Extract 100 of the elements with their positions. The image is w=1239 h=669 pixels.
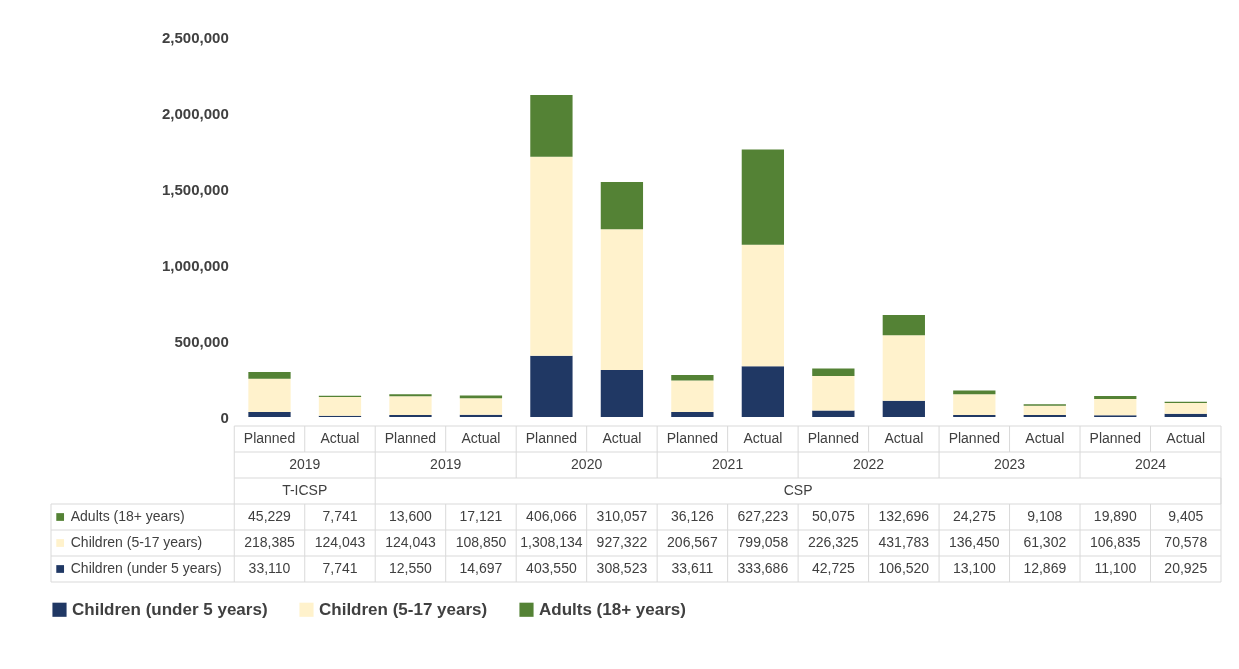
data-label: 61,302 (1023, 534, 1067, 550)
data-label: 24,275 (952, 508, 996, 524)
data-label: 403,550 (526, 560, 577, 576)
data-label: 132,696 (878, 508, 930, 524)
data-label: 17,121 (459, 508, 503, 524)
data-label: 124,043 (314, 534, 366, 550)
y-tick-label: 2,000,000 (162, 104, 229, 122)
data-label: 206,567 (667, 534, 718, 550)
x-tick-label: Actual (602, 430, 642, 446)
x-tick-label: Planned (384, 430, 437, 446)
bar (248, 411, 291, 417)
data-label: 927,322 (596, 534, 648, 550)
bar (1164, 403, 1207, 414)
data-label: 136,450 (949, 534, 1000, 550)
data-label: 50,075 (811, 508, 855, 524)
data-label: 627,223 (737, 508, 789, 524)
bar (741, 366, 785, 417)
bar (530, 355, 573, 417)
text: Adults (18+ years) (539, 599, 686, 619)
data-label: 431,783 (878, 534, 930, 550)
data-label: 226,325 (808, 534, 859, 550)
x-tick-label: Actual (743, 430, 783, 446)
text: Children (5-17 years) (319, 599, 488, 619)
x-tick-label: Actual (320, 430, 360, 446)
text: 2019 (289, 456, 321, 472)
bar (1094, 399, 1137, 416)
data-label: 33,611 (671, 560, 714, 576)
x-tick-label: Actual (461, 430, 501, 446)
text: 2019 (430, 456, 462, 472)
data-label: 13,600 (389, 508, 433, 524)
data-label: 9,108 (1027, 508, 1063, 524)
text: CSP (783, 482, 813, 498)
data-label: 20,925 (1164, 560, 1208, 576)
data-label: 19,890 (1093, 508, 1137, 524)
x-tick-label: Planned (243, 430, 296, 446)
data-label: 14,697 (459, 560, 503, 576)
text: 2023 (993, 456, 1026, 472)
x-tick-label: Planned (1089, 430, 1141, 446)
data-label: 45,229 (248, 508, 292, 524)
data-label: 9,405 (1168, 508, 1204, 524)
bar (389, 396, 432, 416)
data-label: 13,100 (952, 560, 996, 576)
data-label: 12,550 (389, 560, 433, 576)
bar (530, 95, 573, 157)
bar (953, 394, 996, 416)
data-label: 218,385 (244, 534, 296, 550)
bar (318, 396, 362, 416)
x-tick-label: Planned (807, 430, 860, 446)
data-label: 70,578 (1164, 534, 1208, 550)
y-tick-label: 1,000,000 (162, 256, 229, 274)
data-label: 406,066 (526, 508, 577, 524)
data-label: 42,725 (811, 560, 855, 576)
x-tick-label: Planned (948, 430, 1001, 446)
data-label: 36,126 (670, 508, 715, 524)
bar (812, 368, 855, 377)
legend-label: Children (under 5 years) (70, 560, 222, 576)
y-tick-label: 500,000 (174, 332, 229, 350)
bar (812, 410, 855, 417)
data-label: 124,043 (385, 534, 436, 550)
data-label: 1,308,134 (520, 534, 583, 550)
bar (600, 182, 644, 230)
bar (671, 380, 714, 412)
bar (389, 394, 432, 397)
bar (600, 370, 644, 417)
data-label: 308,523 (596, 560, 648, 576)
y-tick-label: 2,500,000 (162, 28, 229, 46)
bar (671, 411, 714, 417)
data-label: 310,057 (596, 508, 648, 524)
data-label: 7,741 (322, 560, 358, 576)
text: 2021 (712, 456, 744, 472)
legend-label: Adults (18+ years) (70, 508, 185, 524)
bar (741, 244, 785, 367)
bar (459, 398, 503, 415)
bar (1164, 413, 1207, 417)
x-tick-label: Planned (525, 430, 578, 446)
data-label: 7,741 (322, 508, 358, 524)
x-tick-label: Actual (1166, 430, 1206, 446)
y-tick-label: 0 (220, 408, 229, 426)
text: 2022 (853, 456, 885, 472)
bar (248, 378, 291, 412)
bar (882, 335, 925, 401)
data-label: 106,835 (1089, 534, 1141, 550)
bar (882, 400, 925, 417)
data-label: 799,058 (737, 534, 789, 550)
text: 2024 (1134, 456, 1167, 472)
legend-label: Children (5-17 years) (70, 534, 203, 550)
bar (600, 229, 644, 371)
text: T-ICSP (282, 482, 328, 498)
y-tick-label: 1,500,000 (162, 180, 229, 198)
data-label: 12,869 (1023, 560, 1067, 576)
data-label: 333,686 (737, 560, 789, 576)
bar (530, 156, 573, 356)
data-label: 106,520 (878, 560, 930, 576)
x-tick-label: Actual (1025, 430, 1065, 446)
data-label: 11,100 (1094, 560, 1137, 576)
bar (1094, 396, 1137, 400)
bar (248, 371, 291, 379)
bar (671, 375, 714, 381)
data-label: 33,110 (248, 560, 291, 576)
bar (741, 149, 785, 245)
